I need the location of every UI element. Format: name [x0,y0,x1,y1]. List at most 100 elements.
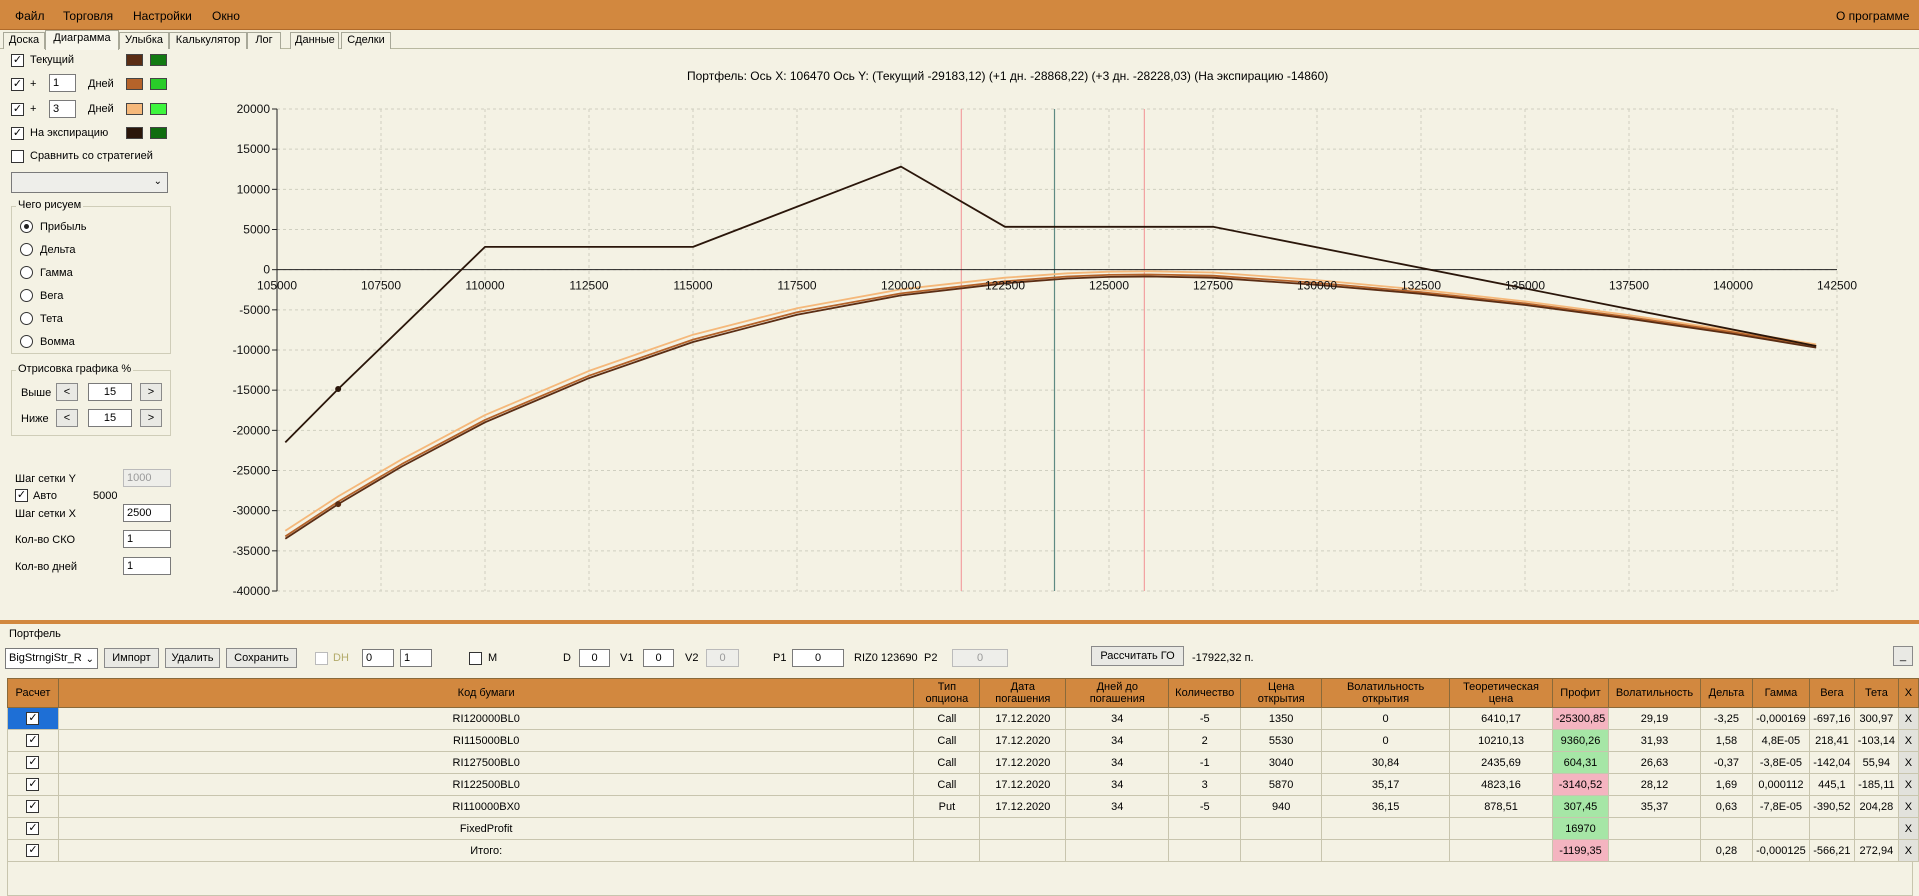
expiry-color-2[interactable] [150,127,167,139]
grid-x-input[interactable]: 2500 [123,504,171,522]
spin1-input[interactable]: 0 [362,649,394,667]
days-count-input[interactable]: 1 [123,557,171,575]
days1-color-2[interactable] [150,78,167,90]
current-color-2[interactable] [150,54,167,66]
m-checkbox[interactable] [469,652,482,665]
remove-row-button[interactable]: X [1897,707,1919,730]
days1-input[interactable]: 1 [49,74,76,92]
table-row[interactable]: RI127500BL0Call17.12.202034-1304030,8424… [7,751,1919,774]
remove-row-button[interactable]: X [1897,773,1919,796]
v1-input[interactable]: 0 [643,649,674,667]
remove-row-button[interactable]: X [1897,751,1919,774]
dh-checkbox[interactable] [315,652,328,665]
days2-color-2[interactable] [150,103,167,115]
column-header[interactable]: Расчет [7,678,59,708]
column-header[interactable]: Гамма [1751,678,1810,708]
table-row[interactable]: Итого: -1199,35 0,28-0,000125-566,21272,94… [7,839,1919,862]
column-header[interactable]: Профит [1552,678,1609,708]
table-row[interactable]: RI120000BL0Call17.12.202034-5135006410,1… [7,707,1919,730]
table-row[interactable]: RI110000BX0Put17.12.202034-594036,15878,… [7,795,1919,818]
calc-go-button[interactable]: Рассчитать ГО [1091,646,1184,666]
column-header[interactable]: Код бумаги [57,678,915,708]
payoff-chart[interactable]: 105000 107500 110000 112500 115000 117500 1200… [0,0,1919,620]
tab-data[interactable]: Данные [290,32,339,49]
radio-vomma[interactable] [20,335,33,348]
calc-checkbox-cell[interactable] [7,795,59,818]
menu-file[interactable]: Файл [15,9,45,23]
minimize-button[interactable]: _ [1893,646,1913,666]
below-input[interactable]: 15 [88,409,132,427]
above-input[interactable]: 15 [88,383,132,401]
calc-checkbox[interactable] [26,800,40,813]
column-header[interactable]: Волатильность открытия [1321,678,1451,708]
radio-delta[interactable] [20,243,33,256]
radio-vega[interactable] [20,289,33,302]
compare-checkbox[interactable] [11,150,24,163]
calc-checkbox-cell[interactable] [7,707,59,730]
calc-checkbox-cell[interactable] [7,751,59,774]
calc-checkbox[interactable] [26,756,40,769]
calc-checkbox[interactable] [26,844,40,857]
days1-checkbox[interactable] [11,78,24,91]
column-header[interactable]: Тета [1853,678,1899,708]
current-color-1[interactable] [126,54,143,66]
column-header[interactable]: X [1897,678,1919,708]
p1-input[interactable]: 0 [792,649,844,667]
remove-row-button[interactable]: X [1897,795,1919,818]
d-input[interactable]: 0 [579,649,610,667]
delete-button[interactable]: Удалить [165,648,220,668]
calc-checkbox-cell[interactable] [7,839,59,862]
tab-calculator[interactable]: Калькулятор [169,32,247,49]
column-header[interactable]: Дата погашения [979,678,1067,708]
days1-color-1[interactable] [126,78,143,90]
menu-trade[interactable]: Торговля [63,9,114,23]
column-header[interactable]: Тип опциона [913,678,981,708]
tab-log[interactable]: Лог [247,32,281,49]
tab-board[interactable]: Доска [3,32,45,49]
below-next-button[interactable]: > [140,409,162,427]
tab-diagram[interactable]: Диаграмма [45,30,119,50]
days2-input[interactable]: 3 [49,100,76,118]
remove-row-button[interactable]: X [1897,817,1919,840]
column-header[interactable]: Вега [1808,678,1855,708]
calc-checkbox-cell[interactable] [7,817,59,840]
spin2-input[interactable]: 1 [400,649,432,667]
auto-checkbox[interactable] [15,489,28,502]
table-row[interactable]: FixedProfit 16970 X [7,817,1919,840]
menu-about[interactable]: О программе [1836,9,1910,23]
radio-theta[interactable] [20,312,33,325]
expiry-color-1[interactable] [126,127,143,139]
remove-row-button[interactable]: X [1897,729,1919,752]
calc-checkbox[interactable] [26,734,40,747]
current-checkbox[interactable] [11,54,24,67]
calc-checkbox[interactable] [26,712,40,725]
tab-smile[interactable]: Улыбка [119,32,169,49]
column-header[interactable]: Теоретическая цена [1449,678,1553,708]
strategy-select[interactable]: ⌄ [11,172,168,193]
days2-checkbox[interactable] [11,103,24,116]
column-header[interactable]: Цена открытия [1240,678,1323,708]
calc-checkbox-cell[interactable] [7,773,59,796]
table-row[interactable]: RI122500BL0Call17.12.2020343587035,17482… [7,773,1919,796]
splitter[interactable] [0,620,1919,624]
column-header[interactable]: Дней до погашения [1065,678,1170,708]
table-row[interactable]: RI115000BL0Call17.12.20203425530010210,1… [7,729,1919,752]
calc-checkbox[interactable] [26,822,40,835]
column-header[interactable]: Дельта [1699,678,1753,708]
portfolio-select[interactable]: BigStrngiStr_R ⌄ [5,648,98,669]
grid-y-input[interactable]: 1000 [123,469,171,487]
p2-input[interactable]: 0 [952,649,1008,667]
import-button[interactable]: Импорт [104,648,159,668]
v2-input[interactable]: 0 [706,649,739,667]
sko-input[interactable]: 1 [123,530,171,548]
menu-window[interactable]: Окно [212,9,240,23]
save-button[interactable]: Сохранить [226,648,297,668]
calc-checkbox[interactable] [26,778,40,791]
remove-row-button[interactable]: X [1897,839,1919,862]
tab-deals[interactable]: Сделки [341,32,391,49]
menu-settings[interactable]: Настройки [133,9,192,23]
column-header[interactable]: Количество [1168,678,1242,708]
expiry-checkbox[interactable] [11,127,24,140]
above-next-button[interactable]: > [140,383,162,401]
above-prev-button[interactable]: < [56,383,78,401]
